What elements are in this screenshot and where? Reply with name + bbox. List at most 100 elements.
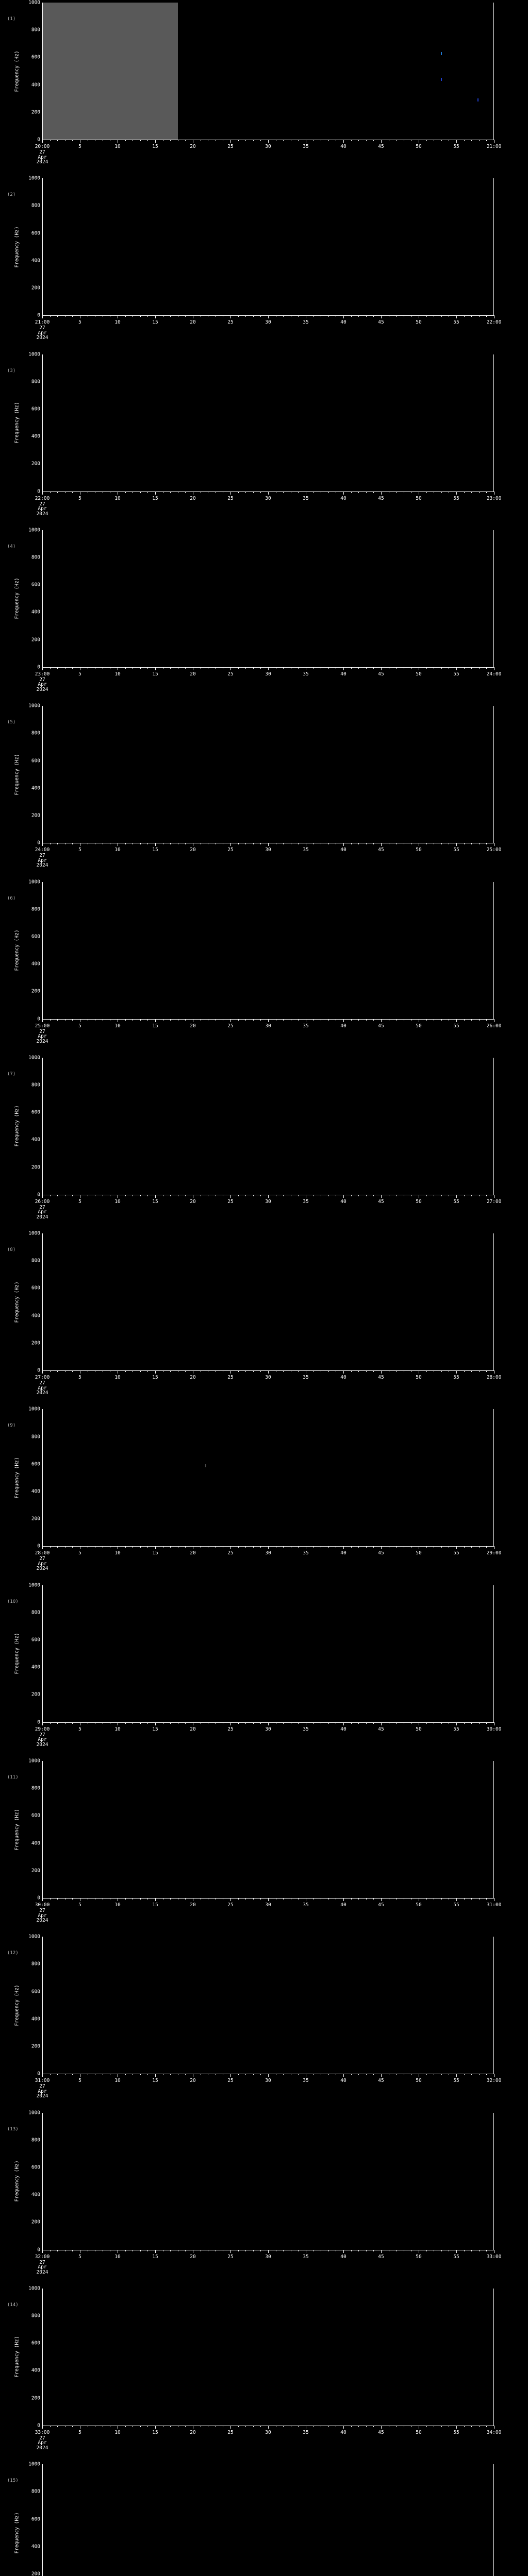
x-tick-label: 45 (378, 1198, 384, 1205)
x-tick-label: 35 (303, 1375, 309, 1381)
x-tick-label: 20 (190, 2429, 196, 2435)
y-tick-label: 1000 (28, 1934, 40, 1940)
y-tick-label: 1000 (28, 351, 40, 358)
x-tick-mark (328, 1722, 329, 1724)
y-tick-labels: 0 200 400 600 800 1000 (0, 879, 40, 1022)
x-tick-mark (155, 1898, 156, 1901)
x-tick-mark (125, 315, 126, 317)
panel-number-label: (2) (7, 192, 16, 198)
x-tick-labels: 30:00 5 10 15 20 25 30 35 40 45 50 55 31:00 (35, 1902, 502, 1908)
x-tick-label: 30 (265, 2078, 271, 2084)
date-line: 2024 (36, 2445, 48, 2451)
y-tick-labels: 0 200 400 600 800 1000 (0, 1582, 40, 1725)
x-tick-label: 45 (378, 1726, 384, 1732)
x-tick-label: 45 (378, 144, 384, 149)
x-tick-mark (456, 1370, 457, 1374)
spectrogram-plot-area (42, 1057, 494, 1195)
x-tick-mark (42, 1722, 43, 1725)
x-tick-mark (396, 2249, 397, 2251)
x-tick-mark (396, 1546, 397, 1548)
x-tick-mark (230, 1722, 231, 1725)
x-tick-label: 5 (78, 2429, 81, 2435)
x-tick-label-end: 25:00 (486, 847, 502, 853)
x-tick-mark (478, 843, 480, 845)
x-tick-mark (471, 140, 472, 141)
y-tick-label: 0 (37, 1719, 40, 1725)
x-tick-mark (366, 315, 367, 317)
x-tick-mark (147, 667, 148, 669)
x-tick-label: 10 (114, 847, 121, 853)
x-tick-mark (42, 1546, 43, 1550)
x-tick-label: 50 (416, 2078, 422, 2084)
x-tick-label-start: 20:00 (35, 144, 50, 149)
x-tick-mark (366, 1722, 367, 1724)
x-tick-mark (260, 667, 261, 669)
x-tick-mark (441, 1722, 442, 1724)
x-tick-mark (155, 1194, 156, 1198)
x-tick-mark (471, 491, 472, 493)
x-tick-mark (283, 1722, 284, 1724)
x-tick-label: 5 (78, 144, 81, 149)
x-tick-label: 5 (78, 1902, 81, 1908)
y-tick-label: 0 (37, 488, 40, 495)
x-tick-label: 25 (227, 1198, 234, 1205)
x-tick-label: 35 (303, 1023, 309, 1029)
y-tick-label: 0 (37, 1367, 40, 1374)
x-tick-mark (245, 1194, 246, 1196)
x-tick-mark (478, 1546, 480, 1548)
y-tick-label: 800 (31, 1434, 40, 1440)
x-tick-label: 20 (190, 1902, 196, 1908)
x-tick-label: 50 (416, 1375, 422, 1381)
x-tick-mark (373, 315, 374, 317)
x-tick-label: 50 (416, 1023, 422, 1029)
x-tick-label-end: 24:00 (486, 671, 502, 677)
x-tick-label: 45 (378, 495, 384, 501)
x-tick-mark (42, 1019, 43, 1022)
x-tick-mark (170, 843, 171, 845)
x-tick-mark (57, 2425, 58, 2427)
x-tick-label: 30 (265, 2429, 271, 2435)
x-tick-mark (283, 491, 284, 493)
x-tick-mark (358, 1370, 359, 1372)
y-tick-label: 200 (31, 1691, 40, 1698)
x-tick-mark (351, 2249, 352, 2251)
x-tick-label: 25 (227, 1023, 234, 1029)
x-tick-mark (238, 667, 239, 669)
x-tick-mark (328, 2074, 329, 2076)
x-tick-mark (268, 315, 269, 319)
signal-mark (205, 1464, 206, 1467)
y-tick-label: 0 (37, 1895, 40, 1901)
x-tick-label: 25 (227, 2253, 234, 2260)
x-tick-mark (147, 1194, 148, 1196)
y-tick-label: 800 (31, 27, 40, 33)
x-tick-mark (230, 1019, 231, 1022)
x-tick-label: 55 (453, 1375, 459, 1381)
x-tick-mark (358, 1194, 359, 1196)
x-tick-mark (298, 2074, 299, 2076)
x-tick-mark (260, 140, 261, 141)
x-tick-label: 40 (340, 1375, 346, 1381)
spectrogram-plot-area (42, 2288, 494, 2426)
panel-number-label: (13) (7, 2126, 19, 2132)
x-tick-mark (358, 1546, 359, 1548)
x-tick-mark (170, 1019, 171, 1021)
x-tick-mark (185, 2074, 186, 2076)
x-tick-mark (366, 1898, 367, 1900)
x-tick-label: 15 (152, 1198, 158, 1205)
x-tick-mark (260, 1546, 261, 1548)
x-tick-mark (358, 2249, 359, 2251)
x-tick-mark (298, 843, 299, 845)
x-tick-mark (373, 667, 374, 669)
y-tick-label: 400 (31, 2367, 40, 2374)
y-tick-label: 600 (31, 1989, 40, 1995)
y-tick-labels: 0 200 400 600 800 1000 (0, 527, 40, 670)
x-tick-label: 5 (78, 1198, 81, 1205)
x-tick-mark (72, 491, 73, 493)
x-tick-label: 50 (416, 2429, 422, 2435)
x-tick-mark (230, 2074, 231, 2077)
x-tick-mark (72, 140, 73, 141)
x-tick-mark (426, 1019, 427, 1021)
x-tick-mark (245, 315, 246, 317)
x-tick-label: 35 (303, 1726, 309, 1732)
x-tick-label: 55 (453, 2253, 459, 2260)
